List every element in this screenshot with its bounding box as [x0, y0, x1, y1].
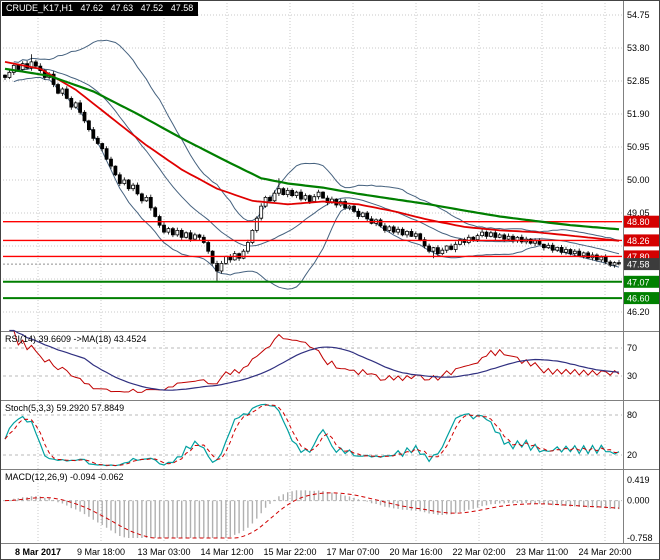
moving-averages: [4, 61, 620, 242]
stoch-indicator-label: Stoch(5,3,3) 59.2920 57.8849: [5, 403, 125, 413]
price-scale-label: 53.80: [627, 43, 650, 53]
price-scale-label: 54.75: [627, 10, 650, 20]
svg-text:46.60: 46.60: [627, 294, 650, 304]
date-label: 22 Mar 02:00: [452, 547, 505, 557]
svg-text:47.80: 47.80: [627, 252, 650, 262]
date-label: 15 Mar 22:00: [263, 547, 316, 557]
stoch-level-label: 80: [627, 410, 637, 420]
price-scale-label: 52.85: [627, 76, 650, 86]
price-level-badge: [624, 292, 659, 305]
quote-low: 47.52: [140, 3, 164, 13]
svg-text:47.58: 47.58: [627, 260, 650, 270]
rsi-level-label: 30: [627, 371, 637, 381]
macd-indicator-label: MACD(12,26,9) -0.094 -0.062: [5, 472, 124, 482]
pane-separators: [1, 1, 659, 544]
svg-text:47.07: 47.07: [627, 277, 650, 287]
date-label: 9 Mar 18:00: [77, 547, 125, 557]
stoch-pane: 80 20: [3, 403, 637, 467]
svg-text:48.26: 48.26: [627, 236, 650, 246]
date-label: 14 Mar 12:00: [200, 547, 253, 557]
rsi-pane: 70 30: [3, 329, 637, 393]
support-resistance-lines: [3, 220, 622, 300]
price-scale[interactable]: 54.75 53.80 52.85 51.90 50.95 50.00 49.05 46.20…: [624, 10, 660, 317]
quote-close: 47.58: [170, 3, 194, 13]
quote-open: 47.62: [80, 3, 104, 13]
quote-high: 47.63: [110, 3, 134, 13]
price-scale-label: 50.95: [627, 142, 650, 152]
macd-histogram: [8, 490, 620, 538]
macd-signal-line: [4, 492, 620, 539]
date-axis[interactable]: 8 Mar 2017 9 Mar 18:00 13 Mar 03:00 14 Mar …: [15, 547, 632, 557]
bollinger-bands: [13, 39, 620, 290]
date-label: 20 Mar 16:00: [389, 547, 442, 557]
macd-scale-label: 0.000: [627, 496, 650, 506]
date-label: 17 Mar 07:00: [326, 547, 379, 557]
price-scale-label: 50.00: [627, 175, 650, 185]
macd-scale-label: 0.419: [627, 475, 650, 485]
price-level-badge: [624, 215, 659, 228]
rsi-level-label: 70: [627, 343, 637, 353]
macd-scale-label: -0.758: [627, 533, 653, 543]
date-label: 8 Mar 2017: [15, 547, 61, 557]
date-label: 23 Mar 11:00: [516, 547, 568, 557]
grid: [3, 3, 622, 543]
price-level-badge: [624, 258, 659, 271]
svg-text:48.80: 48.80: [627, 217, 650, 227]
price-level-badge: [624, 234, 659, 247]
macd-pane: 0.419 0.000 -0.758: [3, 475, 653, 543]
candlestick-series: [3, 54, 621, 282]
symbol-timeframe: CRUDE_K17,H1: [6, 3, 74, 13]
price-scale-label: 46.20: [627, 307, 650, 317]
date-label: 24 Mar 20:00: [578, 547, 631, 557]
stoch-level-label: 20: [627, 450, 637, 460]
price-scale-label: 51.90: [627, 109, 650, 119]
chart-title-bar: CRUDE_K17,H1 47.62 47.63 47.52 47.58: [2, 2, 199, 16]
date-label: 13 Mar 03:00: [137, 547, 190, 557]
price-scale-label: 49.05: [627, 208, 650, 218]
price-level-badge: [624, 275, 659, 288]
rsi-indicator-label: RSI(14) 39.6609 ->MA(18) 43.4524: [5, 334, 147, 344]
